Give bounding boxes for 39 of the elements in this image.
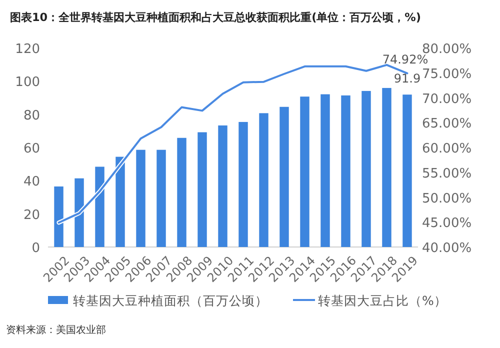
bar	[382, 88, 392, 247]
y2-tick-label: 70.00%	[422, 92, 472, 107]
y-tick-label: 80	[23, 108, 40, 124]
data-label: 74.92%	[382, 52, 428, 66]
y2-tick-label: 40.00%	[422, 241, 472, 256]
chart-title: 图表10：全世界转基因大豆种植面积和占大豆总收获面积比重(单位：百万公顷，%)	[10, 11, 422, 24]
y-tick-label: 120	[15, 42, 40, 57]
y2-tick-label: 65.00%	[422, 116, 472, 132]
y2-tick-label: 60.00%	[422, 142, 472, 156]
bar	[116, 156, 125, 247]
text: 资料来源：美国农业部	[6, 324, 106, 336]
bar	[54, 186, 64, 247]
bar	[238, 122, 248, 247]
legend-label: 转基因大豆占比（%）	[318, 293, 447, 308]
bar	[95, 166, 104, 247]
bar	[280, 106, 289, 247]
y-tick-label: 60	[23, 142, 40, 156]
data-label: 91.9	[394, 72, 421, 86]
bar	[198, 132, 207, 247]
y2-tick-label: 45.00%	[422, 216, 472, 232]
bar	[259, 113, 268, 247]
bar	[300, 96, 310, 247]
bar	[74, 178, 84, 247]
y2-tick-label: 50.00%	[422, 191, 472, 206]
y-tick-label: 40	[23, 174, 40, 190]
bar	[341, 95, 350, 247]
bar	[320, 94, 330, 247]
bar	[156, 150, 166, 247]
bar	[218, 125, 228, 247]
bar	[177, 138, 186, 247]
y-tick-label: 20	[23, 208, 40, 223]
y2-tick-label: 75.00%	[422, 66, 472, 82]
legend-label: 转基因大豆种植面积（百万公顷）	[73, 293, 268, 308]
bar	[402, 94, 412, 247]
y-tick-label: 100	[15, 75, 40, 90]
y2-tick-label: 55.00%	[422, 166, 472, 182]
y-tick-label: 0	[32, 241, 40, 256]
bar	[362, 90, 371, 247]
bar	[136, 150, 146, 247]
